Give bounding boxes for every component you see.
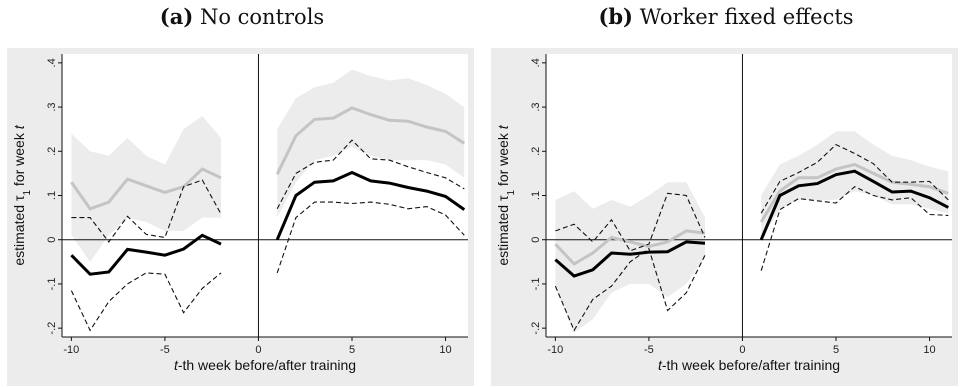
ci-lower-line-1 [760,186,949,271]
panel-title: (a) No controls [0,4,484,29]
x-tick-label: 0 [255,344,261,356]
y-tick-label: .3 [530,102,542,111]
panel-tag: (b) [598,4,633,29]
gray-series-line-1 [759,162,949,223]
y-tick-label: -.2 [530,322,542,335]
y-tick-label: .1 [530,191,542,200]
ci-upper-line-1 [760,143,949,214]
confidence-band-segment-0 [71,115,222,262]
y-tick-label: 0 [46,237,58,243]
x-tick-label: 10 [439,344,451,356]
x-tick-label: -10 [63,344,79,356]
y-tick-label: -.1 [530,278,542,291]
ci-upper-line-0 [555,192,706,252]
panel-title-text: No controls [199,5,325,29]
estimate-line-0 [554,240,706,278]
gray-series-line-0 [554,229,706,266]
y-tick-label: .4 [46,58,58,67]
estimate-line-0 [70,233,222,276]
y-tick-label: .2 [530,147,542,156]
y-tick-label: .2 [46,147,58,156]
y-tick-label: .4 [530,58,542,67]
y-tick-label: -.2 [46,322,58,335]
chart-svg: -.2 -.1 0 .1 .2 .3 .4 -10 -5 0 5 10 t-th week before… [491,48,958,386]
panel-title: (b) Worker fixed effects [484,4,968,29]
chart-svg: -.2 -.1 0 .1 .2 .3 .4 -10 -5 0 5 10 t-th week before… [7,48,474,386]
y-tick-label: .3 [46,102,58,111]
x-axis-title: t-th week before/after training [658,357,840,373]
gray-series-line-0 [70,167,222,211]
y-tick-label: -.1 [46,278,58,291]
confidence-band-segment-0 [555,182,705,333]
x-tick-label: 5 [833,344,839,356]
confidence-band-segment-1 [761,131,949,240]
y-tick-label: .1 [46,191,58,200]
x-tick-label: 0 [739,344,745,356]
ci-lower-line-1 [276,201,465,274]
panel-title-text: Worker fixed effects [639,5,854,29]
ci-lower-line-0 [554,247,706,332]
y-tick-label: 0 [530,237,542,243]
x-axis-title: t-th week before/after training [174,357,356,373]
x-tick-label: -5 [644,344,654,356]
chart-panel-a: (a) No controls -.2 -.1 0 .1 .2 .3 .4 -10 -5 0 5 10… [0,4,484,386]
gray-series-line-1 [275,106,466,175]
chart-panel-b: (b) Worker fixed effects -.2 -.1 0 .1 .2 .3 .4… [484,0,968,387]
panel-tag: (a) [159,4,194,29]
estimate-line-1 [759,169,949,241]
estimate-line-1 [275,170,466,241]
x-tick-label: -5 [160,344,170,356]
x-tick-label: -10 [547,344,563,356]
x-tick-label: 5 [349,344,355,356]
confidence-band-segment-1 [277,69,465,218]
ci-upper-line-0 [71,179,222,243]
x-tick-label: 10 [923,344,935,356]
